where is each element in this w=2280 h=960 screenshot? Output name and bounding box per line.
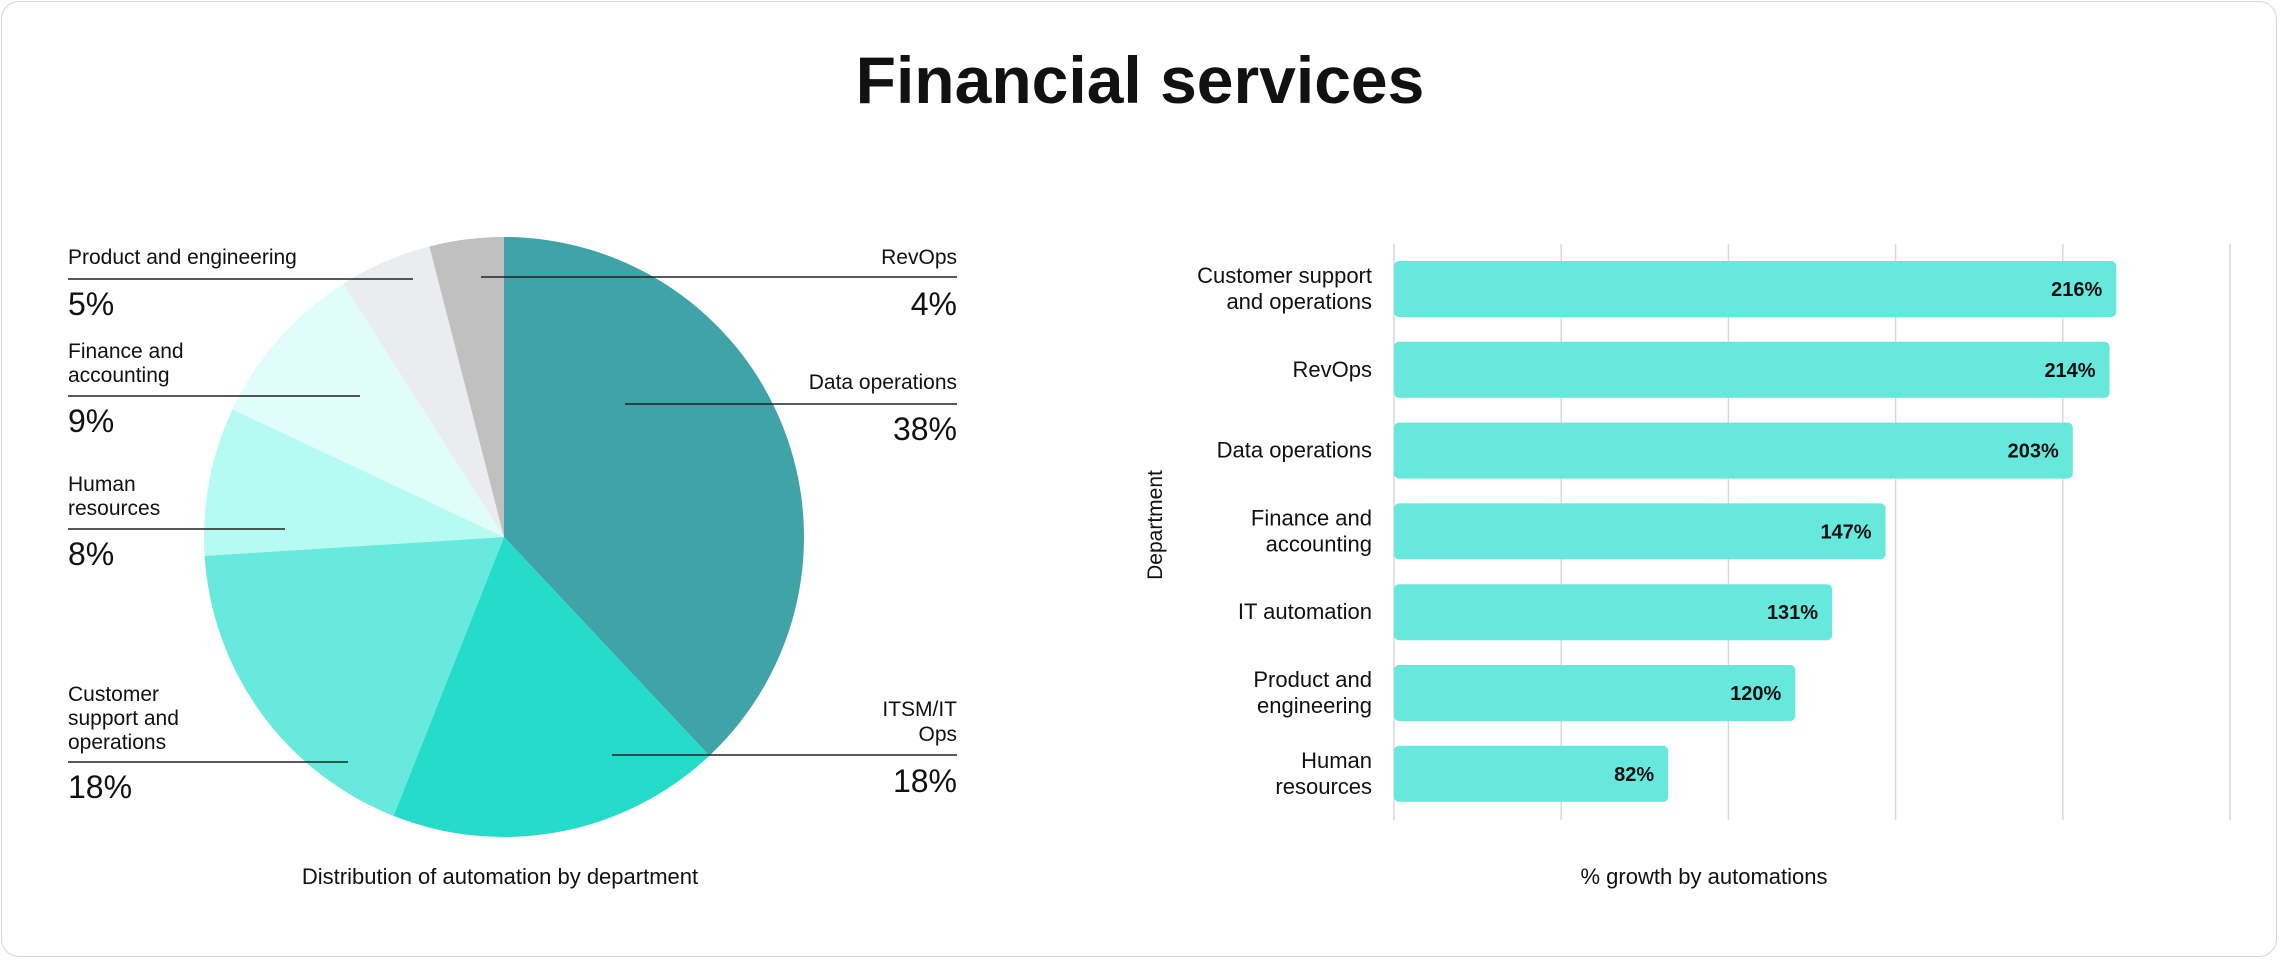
bar-category-label-finance-and-accounting: accounting	[1266, 531, 1372, 556]
pie-label-data-operations: Data operations	[809, 371, 957, 394]
bar-value-label-revops: 214%	[2044, 360, 2095, 382]
pie-slice-revops	[429, 237, 504, 537]
page-title: Financial services	[855, 43, 1425, 117]
bar-value-label-customer-support-and-operations: 216%	[2051, 279, 2102, 301]
pie-label-customer-support-and-operations: Customer	[68, 683, 159, 706]
pie-caption: Distribution of automation by department	[301, 864, 699, 889]
bar-category-label-customer-support-and-operations: and operations	[1226, 289, 1372, 314]
pie-label-human-resources: resources	[68, 497, 160, 520]
bar-it-automation	[1394, 584, 1833, 641]
pie-value-finance-and-accounting: 9%	[68, 403, 114, 439]
pie-label-customer-support-and-operations: operations	[68, 731, 166, 754]
pie-slice-product-and-engineering	[343, 246, 504, 537]
pie-slice-finance-and-accounting	[232, 283, 505, 537]
pie-label-itsm-it-ops: Ops	[918, 723, 957, 746]
bar-category-label-product-and-engineering: Product and	[1253, 667, 1372, 692]
bar-value-label-it-automation: 131%	[1767, 602, 1818, 624]
pie-slice-customer-support-and-operations	[204, 537, 504, 816]
bar-category-label-customer-support-and-operations: Customer support	[1197, 263, 1372, 288]
bar-category-label-it-automation: IT automation	[1238, 599, 1372, 624]
bar-human-resources	[1394, 745, 1669, 802]
pie-label-finance-and-accounting: accounting	[68, 364, 170, 387]
bar-caption: % growth by automations	[1580, 864, 1828, 889]
y-axis-label: Department	[1144, 470, 1167, 580]
bar-value-label-finance-and-accounting: 147%	[1820, 521, 1871, 543]
pie-value-product-and-engineering: 5%	[68, 286, 114, 322]
bar-category-label-human-resources: Human	[1301, 748, 1372, 773]
pie-label-human-resources: Human	[68, 473, 136, 496]
pie-label-product-and-engineering: Product and engineering	[68, 246, 297, 269]
pie-slice-data-operations	[504, 237, 804, 756]
pie-label-itsm-it-ops: ITSM/IT	[882, 698, 957, 721]
pie-value-customer-support-and-operations: 18%	[68, 769, 132, 805]
bar-value-label-product-and-engineering: 120%	[1730, 683, 1781, 705]
bar-category-label-revops: RevOps	[1293, 357, 1372, 382]
bar-value-label-human-resources: 82%	[1614, 764, 1654, 786]
bar-data-operations	[1394, 422, 2073, 479]
pie-slice-itsm-it-ops	[393, 537, 710, 837]
bar-category-label-finance-and-accounting: Finance and	[1251, 505, 1372, 530]
bar-revops	[1394, 341, 2110, 398]
bar-category-label-data-operations: Data operations	[1217, 438, 1372, 463]
pie-slice-human-resources	[203, 409, 504, 556]
pie-label-revops: RevOps	[881, 246, 957, 269]
bar-value-label-data-operations: 203%	[2008, 441, 2059, 463]
bar-category-label-human-resources: resources	[1275, 774, 1372, 799]
bar-product-and-engineering	[1394, 665, 1796, 721]
bar-customer-support-and-operations	[1394, 261, 2117, 317]
pie-value-data-operations: 38%	[893, 411, 957, 447]
pie-value-itsm-it-ops: 18%	[893, 763, 957, 799]
pie-label-finance-and-accounting: Finance and	[68, 340, 184, 363]
pie-value-revops: 4%	[911, 286, 957, 322]
bar-finance-and-accounting	[1394, 503, 1886, 560]
pie-label-customer-support-and-operations: support and	[68, 707, 179, 730]
pie-value-human-resources: 8%	[68, 536, 114, 572]
bar-category-label-product-and-engineering: engineering	[1257, 693, 1372, 718]
